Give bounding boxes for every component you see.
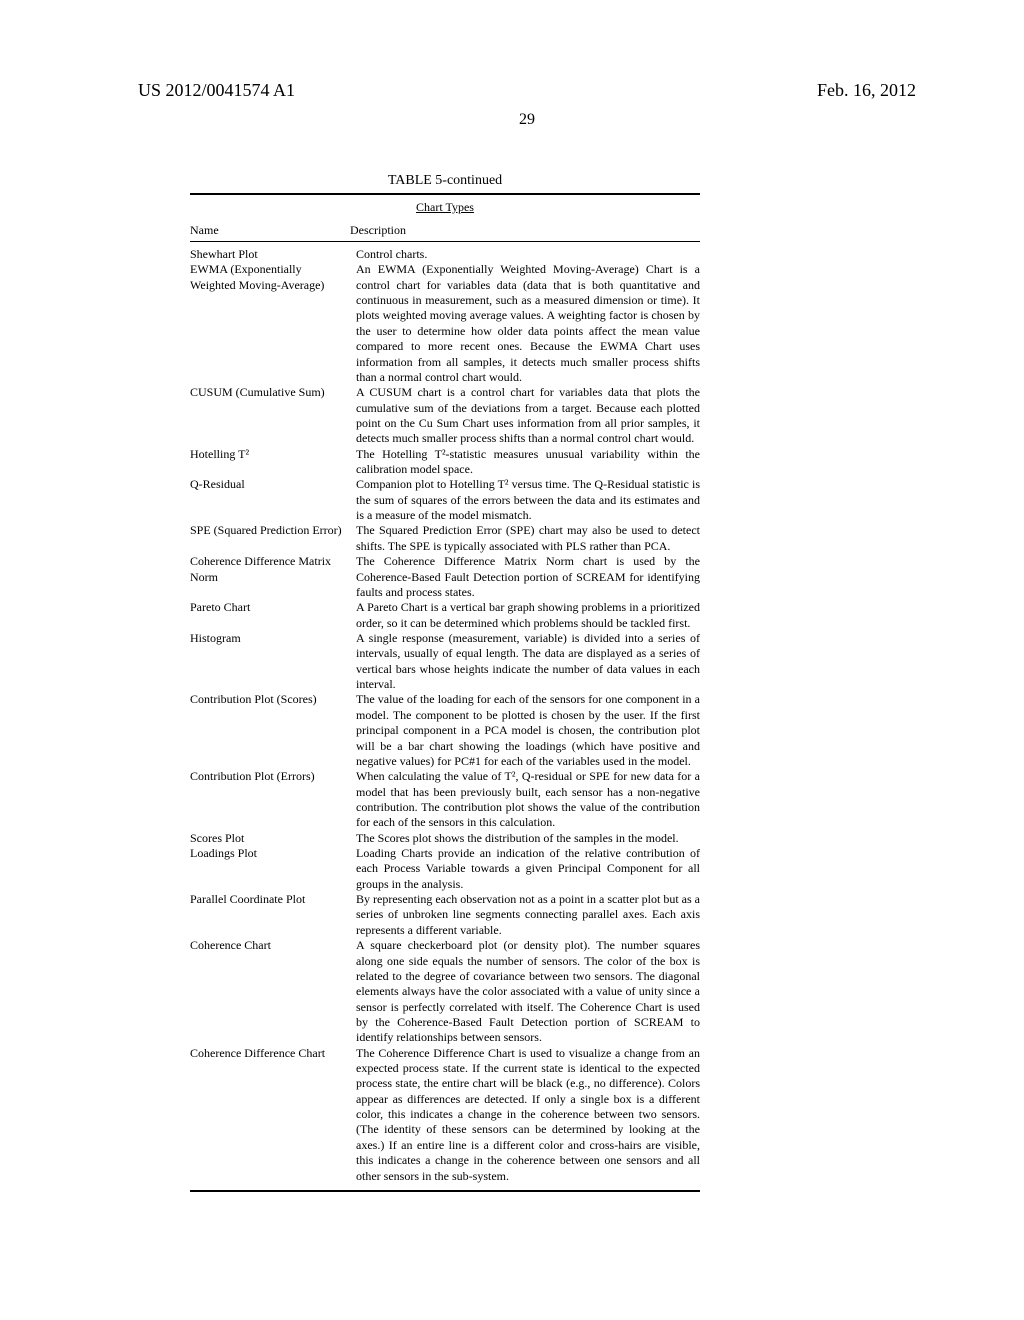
table-row: Loadings PlotLoading Charts provide an i… — [190, 846, 700, 892]
chart-description: The Scores plot shows the distribution o… — [356, 831, 700, 846]
table-row: Scores PlotThe Scores plot shows the dis… — [190, 831, 700, 846]
publication-date: Feb. 16, 2012 — [817, 80, 916, 101]
chart-description: The Squared Prediction Error (SPE) chart… — [356, 523, 700, 554]
chart-name: Coherence Difference Matrix Norm — [190, 554, 356, 600]
table-row: Pareto ChartA Pareto Chart is a vertical… — [190, 600, 700, 631]
table-row: Coherence Difference ChartThe Coherence … — [190, 1046, 700, 1184]
table-row: Contribution Plot (Scores)The value of t… — [190, 692, 700, 769]
table-row: Coherence Difference Matrix NormThe Cohe… — [190, 554, 700, 600]
chart-name: Loadings Plot — [190, 846, 356, 892]
publication-number: US 2012/0041574 A1 — [138, 80, 295, 101]
chart-description: The Coherence Difference Matrix Norm cha… — [356, 554, 700, 600]
chart-description: By representing each observation not as … — [356, 892, 700, 938]
chart-name: Scores Plot — [190, 831, 356, 846]
column-header-description: Description — [350, 223, 700, 238]
page-header: US 2012/0041574 A1 Feb. 16, 2012 — [138, 80, 916, 101]
table-body: Shewhart PlotControl charts.EWMA (Expone… — [190, 242, 700, 1190]
chart-name: SPE (Squared Prediction Error) — [190, 523, 356, 554]
table-container: TABLE 5-continued Chart Types Name Descr… — [190, 173, 700, 1192]
chart-name: Coherence Chart — [190, 938, 356, 1046]
table-subtitle: Chart Types — [190, 195, 700, 219]
chart-name: Q-Residual — [190, 477, 356, 523]
table-row: Q-ResidualCompanion plot to Hotelling T²… — [190, 477, 700, 523]
chart-description: A square checkerboard plot (or density p… — [356, 938, 700, 1046]
table-row: SPE (Squared Prediction Error)The Square… — [190, 523, 700, 554]
chart-name: Pareto Chart — [190, 600, 356, 631]
chart-description: A single response (measurement, variable… — [356, 631, 700, 692]
patent-page: US 2012/0041574 A1 Feb. 16, 2012 29 TABL… — [0, 0, 1024, 1232]
chart-name: Shewhart Plot — [190, 247, 356, 262]
chart-name: Histogram — [190, 631, 356, 692]
table-row: Contribution Plot (Errors)When calculati… — [190, 769, 700, 830]
table-row: Hotelling T²The Hotelling T²-statistic m… — [190, 447, 700, 478]
table-row: Coherence ChartA square checkerboard plo… — [190, 938, 700, 1046]
table-row: EWMA (Exponentially Weighted Moving-Aver… — [190, 262, 700, 385]
table-title: TABLE 5-continued — [190, 173, 700, 189]
chart-description: A Pareto Chart is a vertical bar graph s… — [356, 600, 700, 631]
chart-description: The Hotelling T²-statistic measures unus… — [356, 447, 700, 478]
table-row: Parallel Coordinate PlotBy representing … — [190, 892, 700, 938]
chart-description: When calculating the value of T², Q-resi… — [356, 769, 700, 830]
chart-description: An EWMA (Exponentially Weighted Moving-A… — [356, 262, 700, 385]
chart-name: Coherence Difference Chart — [190, 1046, 356, 1184]
table-row: HistogramA single response (measurement,… — [190, 631, 700, 692]
chart-name: Contribution Plot (Errors) — [190, 769, 356, 830]
chart-description: Loading Charts provide an indication of … — [356, 846, 700, 892]
table-row: CUSUM (Cumulative Sum)A CUSUM chart is a… — [190, 385, 700, 446]
chart-name: Parallel Coordinate Plot — [190, 892, 356, 938]
chart-name: CUSUM (Cumulative Sum) — [190, 385, 356, 446]
chart-description: The value of the loading for each of the… — [356, 692, 700, 769]
chart-description: Companion plot to Hotelling T² versus ti… — [356, 477, 700, 523]
table-columns-header: Name Description — [190, 219, 700, 241]
rule-bottom — [190, 1190, 700, 1192]
chart-name: Contribution Plot (Scores) — [190, 692, 356, 769]
chart-name: EWMA (Exponentially Weighted Moving-Aver… — [190, 262, 356, 385]
table-row: Shewhart PlotControl charts. — [190, 247, 700, 262]
page-number: 29 — [138, 111, 916, 129]
chart-name: Hotelling T² — [190, 447, 356, 478]
column-header-name: Name — [190, 223, 350, 238]
chart-description: Control charts. — [356, 247, 700, 262]
chart-description: The Coherence Difference Chart is used t… — [356, 1046, 700, 1184]
chart-description: A CUSUM chart is a control chart for var… — [356, 385, 700, 446]
